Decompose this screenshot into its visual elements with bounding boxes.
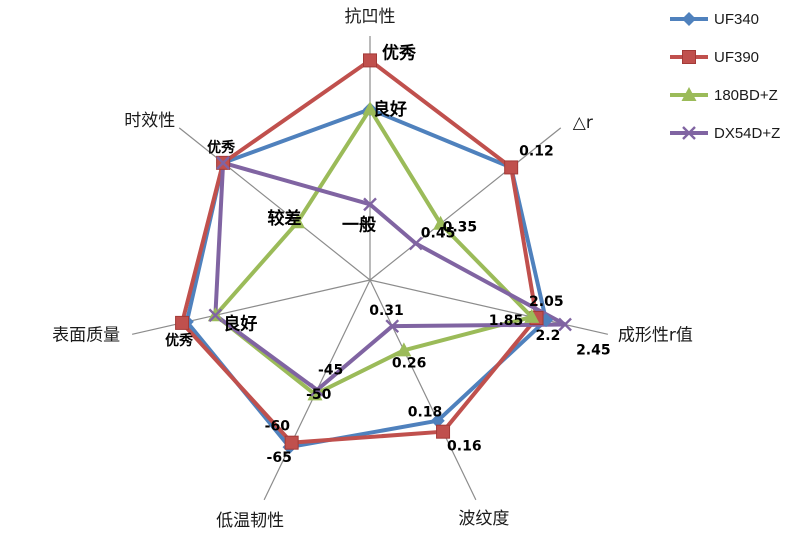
marker-3-4 bbox=[310, 383, 324, 397]
legend-marker-3 bbox=[682, 126, 696, 140]
spoke-2 bbox=[369, 279, 609, 335]
data-label-19: 优秀 bbox=[165, 332, 194, 349]
marker-1-5 bbox=[175, 315, 190, 330]
legend-label-0: UF340 bbox=[714, 11, 759, 28]
spoke-6 bbox=[178, 127, 371, 281]
data-label-10: 0.31 bbox=[369, 303, 404, 319]
data-labels: 优秀良好一般0.120.350.452.051.852.22.450.310.2… bbox=[165, 42, 611, 466]
series-line-2 bbox=[213, 107, 534, 397]
axis-label-6: 时效性 bbox=[124, 111, 175, 131]
data-label-14: -45 bbox=[318, 362, 343, 378]
data-label-13: 0.16 bbox=[447, 439, 482, 455]
legend-label-1: UF390 bbox=[714, 49, 759, 66]
marker-2-0 bbox=[362, 101, 378, 116]
marker-1-4 bbox=[284, 435, 299, 450]
data-label-2: 一般 bbox=[342, 214, 376, 235]
marker-3-5 bbox=[208, 308, 223, 323]
data-label-0: 优秀 bbox=[382, 42, 416, 63]
spoke-5 bbox=[131, 279, 371, 335]
spoke-3 bbox=[369, 279, 477, 501]
marker-1-0 bbox=[363, 53, 377, 68]
marker-3-1 bbox=[408, 236, 423, 251]
legend-item-3: DX54D+Z bbox=[670, 125, 780, 142]
data-label-3: 0.12 bbox=[519, 143, 554, 159]
data-label-18: 良好 bbox=[223, 313, 257, 334]
series-line-3 bbox=[213, 160, 568, 392]
data-label-4: 0.35 bbox=[443, 220, 478, 236]
data-label-21: 较差 bbox=[268, 208, 302, 229]
data-label-16: -60 bbox=[265, 419, 291, 435]
data-label-8: 2.2 bbox=[536, 328, 561, 344]
axis-label-0: 抗凹性 bbox=[345, 7, 396, 27]
axis-label-4: 低温韧性 bbox=[216, 511, 284, 531]
marker-2-2 bbox=[524, 308, 540, 323]
marker-1-1 bbox=[504, 160, 519, 175]
legend-marker-1 bbox=[682, 50, 696, 64]
marker-1-3 bbox=[436, 424, 451, 439]
legend-item-2: 180BD+Z bbox=[670, 87, 778, 104]
data-label-20: 优秀 bbox=[207, 139, 236, 156]
marker-3-6 bbox=[216, 156, 230, 170]
data-label-9: 2.45 bbox=[576, 343, 611, 359]
marker-2-6 bbox=[290, 214, 306, 229]
data-label-17: -65 bbox=[267, 450, 292, 466]
legend-label-3: DX54D+Z bbox=[714, 125, 780, 142]
legend-item-0: UF340 bbox=[670, 11, 759, 28]
axis-label-3: 波纹度 bbox=[458, 509, 509, 529]
axis-label-5: 表面质量 bbox=[52, 325, 120, 345]
data-label-12: 0.18 bbox=[408, 405, 443, 421]
series-line-1 bbox=[180, 58, 539, 445]
axis-label-1: △r bbox=[573, 113, 593, 133]
data-label-15: -50 bbox=[306, 387, 332, 403]
marker-2-3 bbox=[396, 342, 412, 357]
marker-2-1 bbox=[433, 215, 449, 230]
marker-3-0 bbox=[363, 197, 377, 212]
marker-3-3 bbox=[385, 319, 400, 334]
spoke-1 bbox=[369, 127, 562, 281]
legend-label-2: 180BD+Z bbox=[714, 87, 778, 104]
data-label-6: 2.05 bbox=[529, 294, 564, 310]
data-label-1: 良好 bbox=[373, 99, 407, 120]
legend-marker-2 bbox=[681, 87, 697, 101]
data-label-5: 0.45 bbox=[421, 225, 456, 241]
axis-label-2: 成形性r值 bbox=[618, 325, 693, 345]
series-lines bbox=[180, 58, 568, 450]
data-label-11: 0.26 bbox=[392, 355, 427, 371]
series-markers bbox=[175, 53, 572, 455]
marker-0-3 bbox=[430, 413, 445, 428]
legend-item-1: UF390 bbox=[670, 49, 759, 66]
data-label-7: 1.85 bbox=[489, 313, 524, 329]
marker-3-2 bbox=[558, 317, 572, 332]
legend: UF340 UF390 180BD+Z DX54D+Z bbox=[670, 11, 780, 142]
legend-marker-0 bbox=[682, 12, 696, 26]
